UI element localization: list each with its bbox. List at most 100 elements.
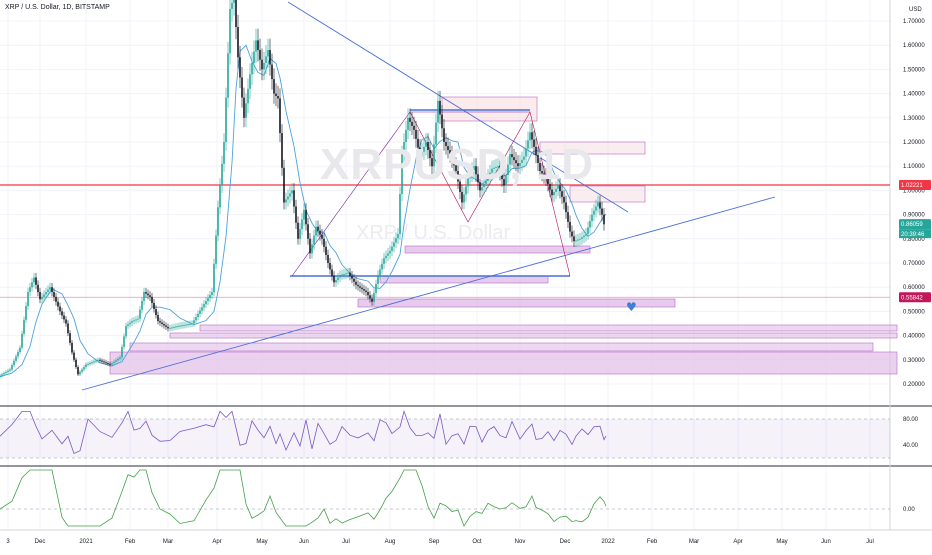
- candle-body: [489, 172, 491, 177]
- price-tag-bg: [899, 292, 931, 303]
- candle-body: [57, 301, 59, 307]
- oscillator-line: [0, 469, 607, 527]
- candle-body: [173, 326, 175, 328]
- candle-body: [109, 363, 111, 365]
- symbol-header: XRP / U.S. Dollar, 1D, BITSTAMP: [5, 4, 110, 11]
- price-zone: [109, 351, 898, 375]
- candle-body: [339, 275, 341, 278]
- candle-body: [481, 187, 483, 191]
- price-zone: [569, 185, 646, 203]
- candle-body: [279, 98, 281, 134]
- candle-body: [251, 62, 253, 75]
- candle-body: [253, 51, 255, 63]
- price-zone: [539, 141, 646, 155]
- candle-body: [297, 222, 299, 239]
- candle-body: [575, 240, 577, 242]
- candle-body: [23, 319, 25, 334]
- candle-body: [455, 165, 457, 172]
- candle-body: [433, 144, 435, 167]
- candle-body: [213, 263, 215, 293]
- candle-body: [141, 300, 143, 310]
- candle-body: [19, 347, 21, 353]
- candle-body: [189, 323, 191, 325]
- candle-body: [243, 97, 245, 118]
- candle-body: [507, 164, 509, 176]
- candle-body: [289, 193, 291, 197]
- candle-body: [283, 167, 285, 203]
- candle-body: [3, 373, 5, 375]
- candle-body: [107, 363, 109, 365]
- candle-body: [67, 323, 69, 334]
- time-tick-label: 3: [6, 539, 10, 545]
- candle-body: [293, 190, 295, 207]
- candle-body: [73, 352, 75, 360]
- candle-body: [1, 374, 3, 376]
- candle-body: [35, 277, 37, 285]
- candle-body: [175, 326, 177, 328]
- candle-body: [27, 292, 29, 306]
- moving-average-line: [0, 44, 607, 378]
- candle-body: [411, 121, 413, 126]
- candle-body: [231, 2, 233, 9]
- candle-body: [441, 114, 443, 129]
- candle-body: [499, 166, 501, 173]
- candle-body: [369, 295, 371, 299]
- candle-body: [513, 157, 515, 161]
- candle-body: [129, 322, 131, 325]
- candle-body: [33, 277, 35, 283]
- rsi-tick-label: 80.00: [903, 417, 919, 423]
- candle-body: [45, 292, 47, 295]
- price-zone: [404, 245, 591, 254]
- candle-body: [399, 194, 401, 234]
- time-tick-label: Dec: [560, 539, 571, 545]
- candle-body: [583, 235, 585, 238]
- candle-body: [281, 133, 283, 168]
- time-tick-label: Dec: [35, 539, 46, 545]
- candle-body: [373, 292, 375, 302]
- ascending-trendline: [81, 196, 776, 391]
- price-tick-label: 0.30000: [903, 358, 925, 364]
- candle-body: [211, 292, 213, 296]
- candle-body: [541, 171, 543, 174]
- candle-body: [353, 278, 355, 282]
- rsi-tick-label: 40.00: [903, 443, 919, 449]
- time-tick-label: Apr: [733, 539, 742, 545]
- candle-body: [571, 231, 573, 237]
- candle-body: [401, 154, 403, 195]
- candle-body: [471, 170, 473, 175]
- candle-body: [535, 146, 537, 155]
- candle-body: [465, 186, 467, 195]
- price-zone: [357, 298, 676, 308]
- candle-body: [17, 352, 19, 357]
- candle-body: [51, 287, 53, 293]
- candle-body: [149, 295, 151, 297]
- candle-body: [505, 175, 507, 186]
- candle-body: [305, 209, 307, 225]
- candle-body: [155, 308, 157, 316]
- candle-body: [501, 172, 503, 180]
- candle-body: [359, 286, 361, 288]
- candle-body: [165, 325, 167, 327]
- price-tag: 1.02221: [899, 180, 931, 191]
- candle-body: [397, 233, 399, 239]
- price-zone: [129, 342, 874, 352]
- candle-body: [341, 274, 343, 276]
- osc-tick-label: 0.00: [903, 507, 915, 513]
- candle-body: [315, 226, 317, 236]
- candle-body: [551, 189, 553, 196]
- candle-body: [545, 175, 547, 179]
- candle-body: [59, 306, 61, 312]
- candle-body: [549, 183, 551, 190]
- time-tick-label: Jul: [342, 539, 350, 545]
- countdown-text: 20:39:46: [901, 232, 925, 238]
- candle-body: [391, 246, 393, 251]
- candle-body: [161, 322, 163, 324]
- candle-body: [363, 289, 365, 291]
- candle-body: [347, 272, 349, 274]
- candle-body: [333, 275, 335, 283]
- price-tick-label: 0.90000: [903, 213, 925, 219]
- price-tag-text: 0.86059: [901, 222, 923, 228]
- candle-body: [131, 321, 133, 323]
